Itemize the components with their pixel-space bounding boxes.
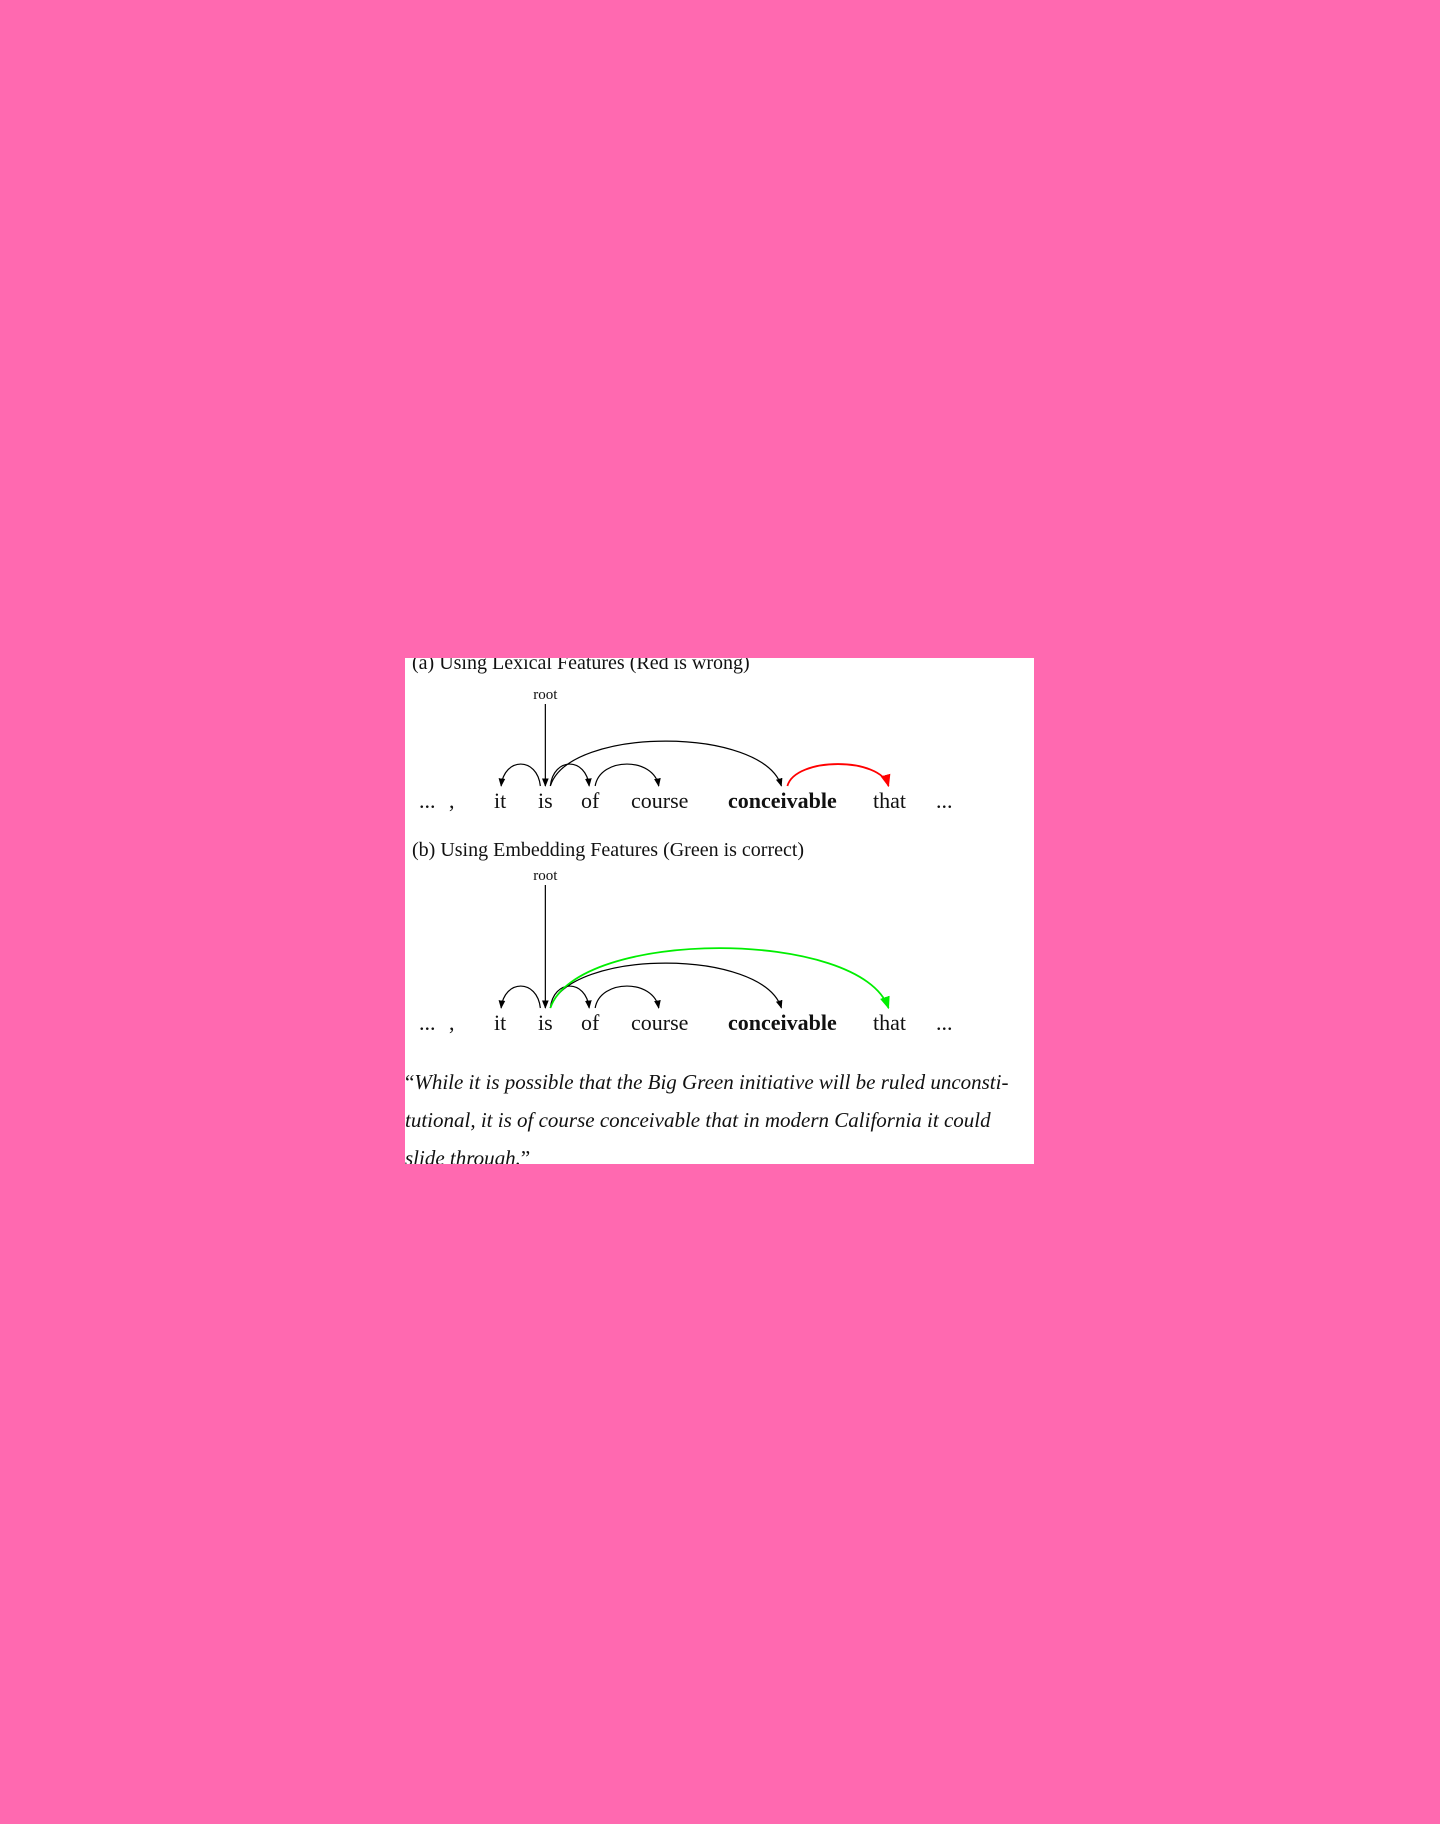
panel-a-token-conceivable-6: conceivable [728,788,837,813]
panel-a-token-course-5: course [631,788,688,813]
panel-b-arc-is-to-that [549,947,890,1010]
panel-b-arc-is-to-conceivable [549,962,783,1009]
panel-b-token-it-2: it [494,1010,506,1035]
panel-a-arc-is-to-of [549,763,592,787]
panel-b-token-conceivable-6: conceivable [728,1010,837,1035]
panel-b-arc-is-to-it [498,985,541,1009]
panel-b-arc-of-to-course [594,985,661,1009]
panel-b-dependency-tree: ..., it is of course conceivable that ... root [419,868,953,1035]
panel-b-token-of-4: of [581,1010,600,1035]
panel-b-token-course-5: course [631,1010,688,1035]
quote-line-3: slide through.” [405,1139,1034,1164]
panel-a-arc-conceivable-to-that [786,763,891,788]
panel-a-arc-is-to-conceivable [549,740,783,787]
panel-b-root-label: root [533,868,558,884]
panel-b-token-punct-1: , [449,1010,455,1035]
panel-b-caption: (b) Using Embedding Features (Green is c… [412,839,805,861]
panel-a-token-punct-1: , [449,788,455,813]
panel-a-token-punct-0: ... [419,788,436,813]
panel-b-token-punct-8: ... [936,1010,953,1035]
close-quote-mark: ” [520,1146,531,1164]
panel-b-token-is-3: is [538,1010,553,1035]
open-quote-mark: “ [405,1070,415,1094]
panel-a-token-is-3: is [538,788,553,813]
panel-a-arc-of-to-course [594,763,661,787]
quote-line-1: “While it is possible that the Big Green… [405,1063,1034,1101]
quote-text-1: While it is possible that the Big Green … [414,1070,1009,1094]
panel-a-dependency-tree: ..., it is of course conceivable that ... root [419,687,953,813]
panel-a-token-it-2: it [494,788,506,813]
panel-a-arc-is-to-it [498,763,541,787]
example-sentence-quote: “While it is possible that the Big Green… [405,1063,1034,1164]
panel-a-token-of-4: of [581,788,600,813]
panel-a-token-punct-8: ... [936,788,953,813]
panel-b-token-punct-0: ... [419,1010,436,1035]
quote-line-2: tutional, it is of course conceivable th… [405,1108,991,1132]
panel-a-root-label: root [533,687,558,703]
panel-a-caption: (a) Using Lexical Features (Red is wrong… [412,658,750,674]
panel-b-token-that-7: that [873,1010,906,1035]
panel-b-arc-is-to-of [549,985,592,1009]
figure-card: (a) Using Lexical Features (Red is wrong… [405,658,1034,1164]
panel-a-token-that-7: that [873,788,906,813]
quote-text-3: slide through. [405,1146,521,1164]
